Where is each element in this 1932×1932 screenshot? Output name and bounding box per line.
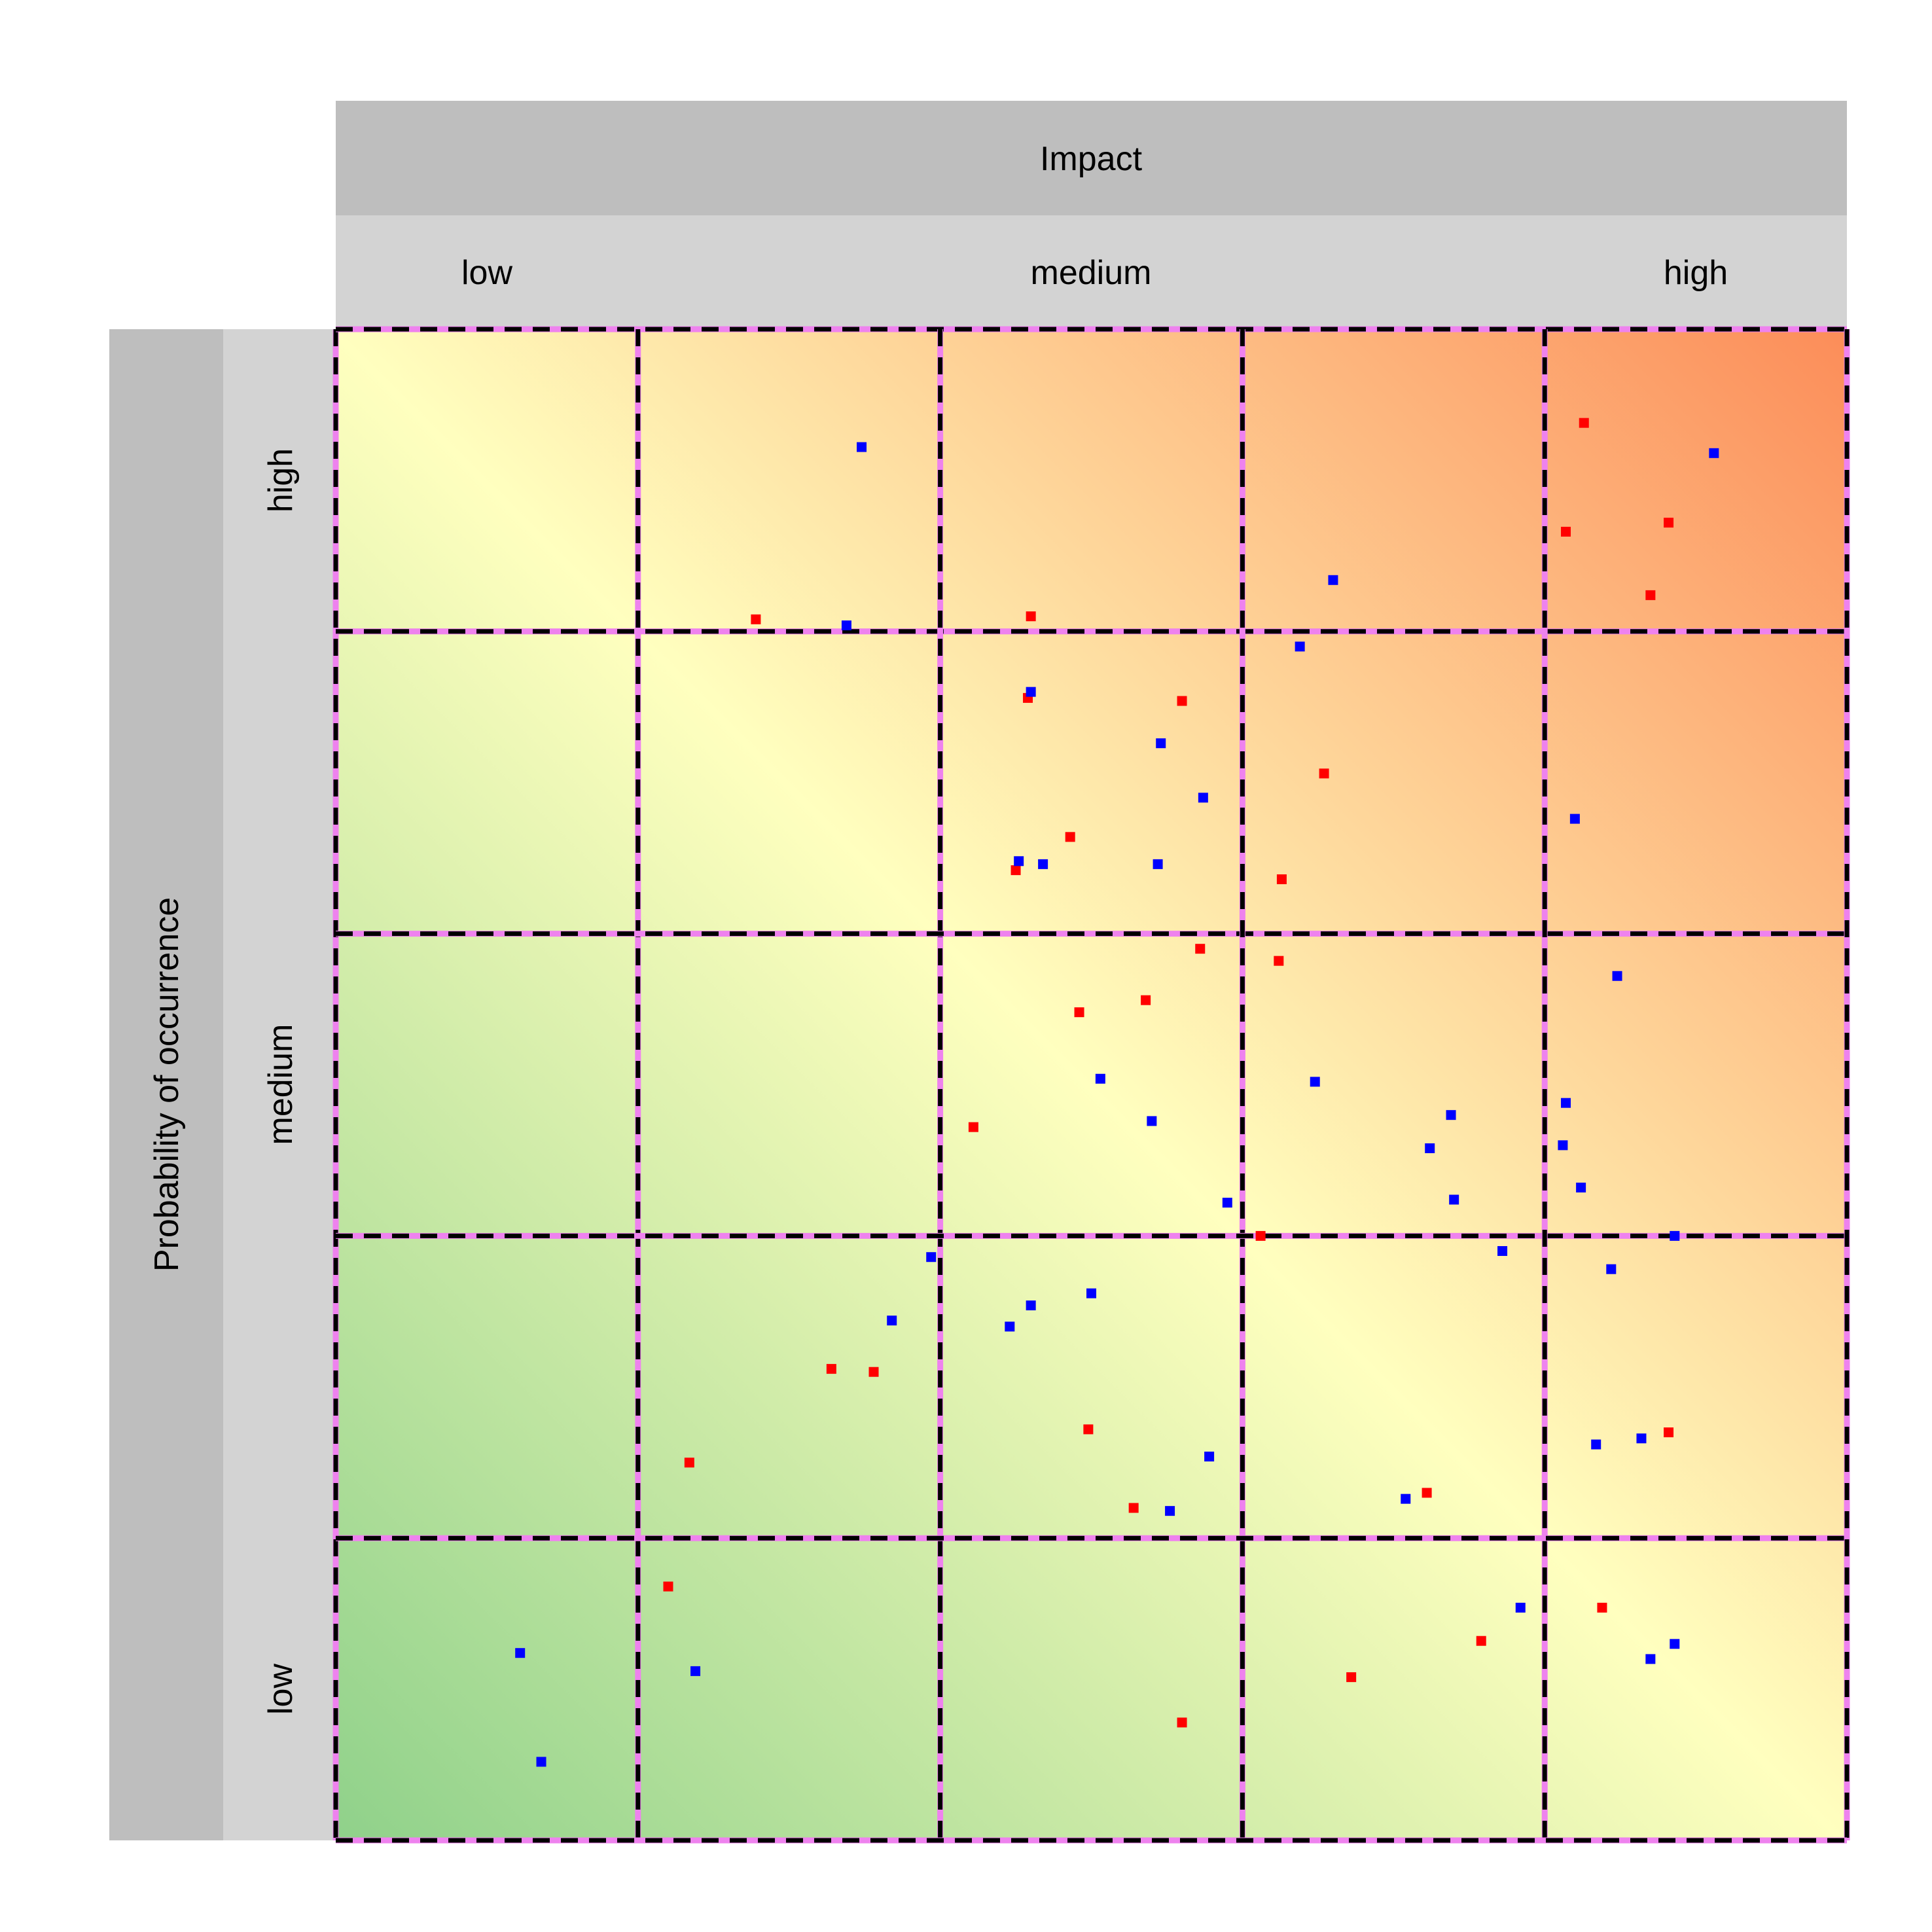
y-level-low: low bbox=[262, 1664, 300, 1715]
point-series-1-0 bbox=[857, 442, 867, 452]
point-series-1-29 bbox=[1606, 1264, 1617, 1274]
point-series-1-15 bbox=[1222, 1198, 1232, 1208]
point-series-0-18 bbox=[826, 1364, 836, 1374]
point-series-1-16 bbox=[1310, 1077, 1320, 1087]
point-series-0-25 bbox=[663, 1581, 673, 1592]
point-series-1-27 bbox=[1086, 1288, 1096, 1298]
point-series-1-40 bbox=[1645, 1654, 1656, 1664]
point-series-0-9 bbox=[1011, 865, 1021, 876]
point-series-0-17 bbox=[1255, 1230, 1266, 1241]
point-series-0-16 bbox=[1274, 956, 1284, 966]
point-series-1-18 bbox=[1425, 1143, 1435, 1153]
point-series-0-7 bbox=[1177, 696, 1187, 706]
point-series-1-24 bbox=[887, 1315, 897, 1326]
point-series-1-19 bbox=[1449, 1194, 1459, 1205]
point-series-1-35 bbox=[1636, 1433, 1647, 1444]
point-series-0-29 bbox=[1597, 1602, 1607, 1613]
point-series-1-23 bbox=[926, 1252, 937, 1262]
point-series-1-11 bbox=[1569, 814, 1580, 824]
point-series-1-28 bbox=[1497, 1245, 1508, 1256]
point-series-1-25 bbox=[1005, 1321, 1015, 1332]
point-series-1-32 bbox=[1165, 1506, 1175, 1516]
point-series-1-22 bbox=[1576, 1183, 1586, 1193]
point-series-1-30 bbox=[1670, 1230, 1680, 1241]
point-series-0-1 bbox=[1026, 611, 1036, 622]
point-series-0-3 bbox=[1561, 526, 1571, 537]
point-series-1-34 bbox=[1591, 1439, 1601, 1450]
point-series-1-13 bbox=[1095, 1073, 1105, 1084]
y-header-strip bbox=[109, 329, 223, 1840]
point-series-0-26 bbox=[1177, 1717, 1187, 1728]
point-series-0-28 bbox=[1476, 1636, 1486, 1646]
point-series-0-21 bbox=[1083, 1424, 1094, 1435]
point-series-1-2 bbox=[1328, 575, 1338, 585]
point-series-0-22 bbox=[1128, 1503, 1139, 1513]
point-series-1-9 bbox=[1038, 859, 1048, 869]
point-series-0-0 bbox=[751, 614, 761, 624]
point-series-0-2 bbox=[1579, 418, 1589, 428]
point-series-1-12 bbox=[1612, 971, 1622, 981]
point-series-0-5 bbox=[1645, 590, 1656, 600]
point-series-0-12 bbox=[1195, 944, 1206, 954]
point-series-1-33 bbox=[1401, 1494, 1411, 1504]
point-series-0-4 bbox=[1664, 518, 1674, 528]
point-series-1-6 bbox=[1156, 738, 1166, 749]
point-series-0-8 bbox=[1065, 832, 1075, 842]
point-series-1-21 bbox=[1558, 1140, 1568, 1151]
point-series-1-14 bbox=[1147, 1116, 1157, 1126]
data-points bbox=[515, 418, 1719, 1767]
x-level-medium: medium bbox=[1031, 254, 1152, 292]
point-series-1-26 bbox=[1026, 1300, 1036, 1311]
point-series-1-10 bbox=[1153, 859, 1163, 869]
point-series-1-17 bbox=[1446, 1110, 1456, 1120]
point-series-0-13 bbox=[1074, 1007, 1084, 1018]
point-series-0-27 bbox=[1346, 1672, 1357, 1683]
plot-background bbox=[336, 329, 1847, 1840]
point-series-0-23 bbox=[1422, 1488, 1432, 1498]
x-levels-strip bbox=[336, 215, 1847, 329]
point-series-1-36 bbox=[515, 1648, 526, 1658]
point-series-0-19 bbox=[868, 1367, 879, 1377]
point-series-0-24 bbox=[1664, 1427, 1674, 1438]
point-series-1-7 bbox=[1198, 793, 1208, 803]
x-level-high: high bbox=[1664, 254, 1728, 292]
x-level-low: low bbox=[461, 254, 512, 292]
point-series-0-11 bbox=[1276, 874, 1287, 884]
y-header-label: Probability of occurrence bbox=[148, 897, 186, 1272]
point-series-1-31 bbox=[1204, 1452, 1215, 1462]
point-series-1-39 bbox=[1515, 1602, 1526, 1613]
point-series-1-20 bbox=[1561, 1098, 1571, 1108]
point-series-0-10 bbox=[1319, 768, 1329, 779]
point-series-1-4 bbox=[1295, 641, 1305, 652]
y-level-medium: medium bbox=[262, 1024, 300, 1145]
x-header-label: Impact bbox=[1040, 140, 1143, 178]
point-series-0-20 bbox=[684, 1458, 694, 1468]
point-series-1-3 bbox=[1709, 448, 1719, 458]
y-level-high: high bbox=[262, 448, 300, 512]
point-series-1-5 bbox=[1026, 687, 1036, 697]
x-header-strip bbox=[336, 101, 1847, 215]
point-series-1-41 bbox=[1670, 1639, 1680, 1649]
y-levels-strip bbox=[223, 329, 336, 1840]
point-series-0-14 bbox=[1141, 995, 1151, 1005]
point-series-1-38 bbox=[690, 1666, 701, 1676]
grid-lines bbox=[332, 326, 1850, 1844]
point-series-1-37 bbox=[536, 1757, 546, 1767]
point-series-0-15 bbox=[968, 1122, 978, 1132]
point-series-1-1 bbox=[841, 620, 851, 631]
point-series-1-8 bbox=[1014, 856, 1024, 867]
